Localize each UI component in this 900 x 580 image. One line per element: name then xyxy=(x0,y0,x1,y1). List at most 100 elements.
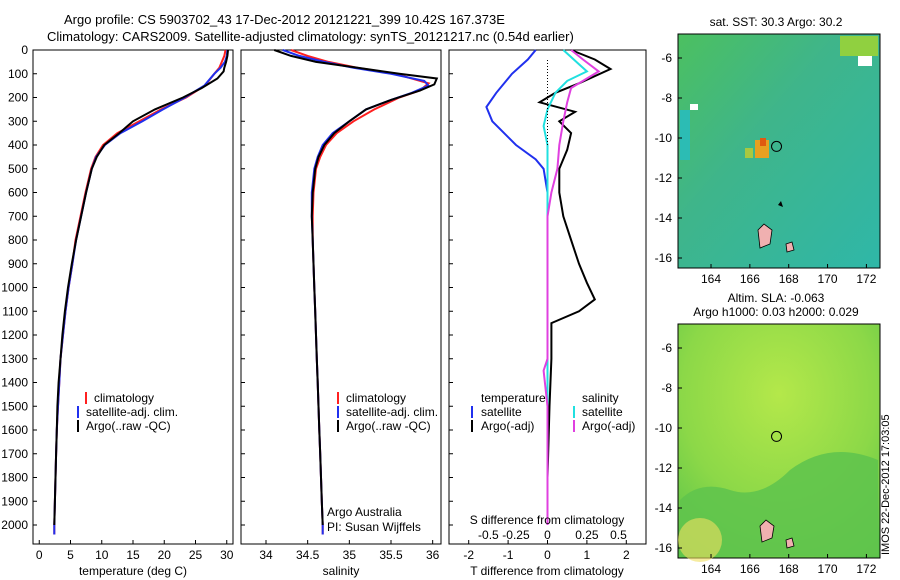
legend-label-satellite: satellite-adj. clim. xyxy=(86,405,178,419)
series-line xyxy=(53,49,229,526)
x-tick-label: 0 xyxy=(544,548,551,562)
x-tick-label: 10 xyxy=(95,548,109,562)
x-tick-label: 34.5 xyxy=(296,548,320,562)
depth-tick-label: 600 xyxy=(8,186,28,200)
s-tick-label: -0.25 xyxy=(502,528,530,542)
lon-tick-label: 170 xyxy=(818,272,838,286)
temperature-series xyxy=(53,49,229,535)
lon-tick-label: 168 xyxy=(779,272,799,286)
sla-map-axes: -6 -8 -10 -12 -14 -16 164 166 168 170 172 xyxy=(655,341,877,576)
legend-label-argo: Argo(..raw -QC) xyxy=(86,419,171,433)
lat-tick-label: -6 xyxy=(661,341,672,355)
legend-label-climatology: climatology xyxy=(94,391,154,405)
depth-tick-label: 300 xyxy=(8,114,28,128)
x-tick-label: 0 xyxy=(36,548,43,562)
depth-tick-label: 500 xyxy=(8,162,28,176)
sst-warm-core xyxy=(760,138,766,146)
s-tick-label: -0.5 xyxy=(478,528,499,542)
depth-tick-label: 1200 xyxy=(1,328,28,342)
lat-tick-label: -14 xyxy=(655,211,673,225)
depth-tick-label: 900 xyxy=(8,257,28,271)
depth-tick-label: 1700 xyxy=(1,447,28,461)
temperature-legend: climatology satellite-adj. clim. Argo(..… xyxy=(77,391,178,433)
salinity-x-axis: 34 34.5 35 35.5 36 xyxy=(259,540,440,562)
salinity-xlabel: salinity xyxy=(323,564,360,578)
sla-region xyxy=(678,518,722,562)
s-tick-label: 0.25 xyxy=(575,528,599,542)
credit-stamp: IMOS 22-Dec-2012 17:03:05 xyxy=(880,414,892,555)
series-line xyxy=(273,49,439,526)
legend-label-s-argo: Argo(-adj) xyxy=(582,419,635,433)
depth-tick-label: 2000 xyxy=(1,518,28,532)
difference-series xyxy=(485,49,613,525)
temperature-xlabel: temperature (deg C) xyxy=(79,564,187,578)
depth-tick-label: 1100 xyxy=(2,304,28,318)
x-tick-label: 20 xyxy=(158,548,172,562)
sst-map-title: sat. SST: 30.3 Argo: 30.2 xyxy=(710,15,843,29)
t-difference-xlabel: T difference from climatology xyxy=(470,564,624,578)
lon-tick-label: 170 xyxy=(818,562,838,576)
lon-tick-label: 166 xyxy=(740,562,760,576)
lat-tick-label: -8 xyxy=(661,91,672,105)
island-shape xyxy=(785,537,795,549)
institution-note: Argo Australia xyxy=(327,505,402,519)
depth-tick-label: 1800 xyxy=(1,471,28,485)
depth-tick-label: 1300 xyxy=(1,352,28,366)
x-tick-label: 25 xyxy=(189,548,203,562)
s-tick-label: 0.5 xyxy=(610,528,627,542)
profile-title: Argo profile: CS 5903702_43 17-Dec-2012 … xyxy=(64,12,505,27)
legend-label-climatology: climatology xyxy=(346,391,406,405)
t-difference-x-axis: -2 -1 0 1 2 xyxy=(463,540,630,562)
lat-tick-label: -12 xyxy=(655,461,673,475)
lat-tick-label: -12 xyxy=(655,171,673,185)
lat-tick-label: -10 xyxy=(655,421,673,435)
lat-tick-label: -16 xyxy=(655,251,673,265)
series-line xyxy=(542,49,601,525)
x-tick-label: 1 xyxy=(584,548,591,562)
depth-tick-label: 1600 xyxy=(1,423,28,437)
depth-tick-label: 800 xyxy=(8,233,28,247)
x-tick-label: 2 xyxy=(623,548,630,562)
depth-tick-label: 400 xyxy=(8,138,28,152)
sst-map-features xyxy=(680,36,878,253)
legend-title-temperature: temperature xyxy=(481,391,546,405)
lat-tick-label: -6 xyxy=(661,51,672,65)
depth-tick-label: 700 xyxy=(8,209,28,223)
depth-axis: 0 100 200 300 400 500 600 700 800 900 1000 1100 1200… xyxy=(1,43,453,532)
lat-tick-label: -14 xyxy=(655,501,673,515)
lon-tick-label: 168 xyxy=(779,562,799,576)
x-tick-label: 5 xyxy=(67,548,74,562)
legend-label-s-satellite: satellite xyxy=(582,405,623,419)
climatology-subtitle: Climatology: CARS2009. Satellite-adjuste… xyxy=(47,29,574,44)
sla-map-subtitle: Argo h1000: 0.03 h2000: 0.029 xyxy=(693,305,859,319)
lon-tick-label: 164 xyxy=(701,272,721,286)
x-tick-label: 36 xyxy=(426,548,440,562)
island-shape xyxy=(858,56,872,66)
island-shape xyxy=(690,104,698,110)
sst-patch xyxy=(680,110,690,160)
depth-tick-label: 1400 xyxy=(1,376,28,390)
x-tick-label: 35.5 xyxy=(379,548,403,562)
lat-tick-label: -16 xyxy=(655,541,673,555)
lat-tick-label: -8 xyxy=(661,381,672,395)
difference-legend: temperature satellite Argo(-adj) salinit… xyxy=(471,391,635,433)
island-shape xyxy=(759,519,775,543)
depth-tick-label: 1000 xyxy=(1,281,28,295)
island-shape xyxy=(785,241,795,253)
x-tick-label: -1 xyxy=(503,548,514,562)
argo-position-marker xyxy=(771,140,783,152)
x-tick-label: 35 xyxy=(343,548,357,562)
series-line xyxy=(537,49,613,525)
depth-tick-label: 1900 xyxy=(1,494,28,508)
sla-map-title: Altim. SLA: -0.063 xyxy=(728,291,825,305)
sst-patch xyxy=(745,148,753,158)
salinity-panel xyxy=(240,49,442,545)
lon-tick-label: 172 xyxy=(856,562,876,576)
temperature-x-axis: 0 5 10 15 20 25 30 xyxy=(36,540,234,562)
s-difference-xlabel: S difference from climatology xyxy=(470,513,625,527)
pi-note: PI: Susan Wijffels xyxy=(327,520,421,534)
argo-position-marker xyxy=(771,430,783,442)
legend-label-t-satellite: satellite xyxy=(481,405,522,419)
depth-tick-label: 0 xyxy=(21,43,28,57)
lat-tick-label: -10 xyxy=(655,131,673,145)
